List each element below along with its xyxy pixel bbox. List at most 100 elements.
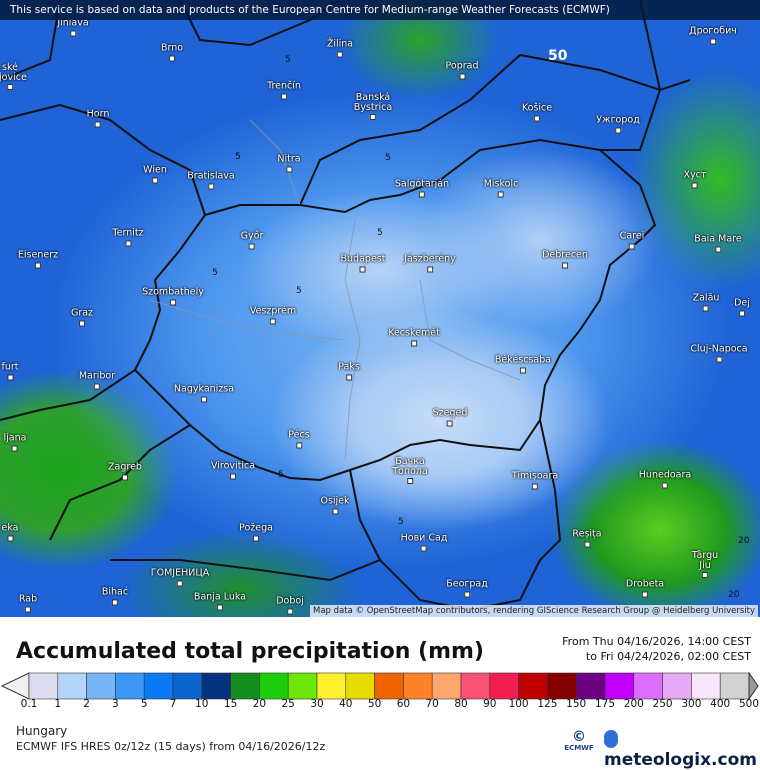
- city-label: Békéscsaba: [495, 355, 551, 374]
- city-label: eka: [1, 523, 18, 542]
- city-label: Banská Bystrica: [354, 93, 392, 120]
- ecmwf-notice-banner: This service is based on data and produc…: [0, 0, 760, 20]
- city-label: Београд: [446, 579, 488, 598]
- legend-swatch: [575, 672, 606, 700]
- legend-swatch: [345, 672, 375, 700]
- ecmwf-logo-text: ECMWF: [564, 744, 594, 752]
- city-label: Nagykanizsa: [174, 384, 234, 403]
- city-label: Târgu Jiu: [692, 551, 718, 578]
- city-label: Timișoara: [512, 471, 558, 490]
- meteologix-logo[interactable]: meteologix.com: [604, 730, 760, 770]
- city-label: Osijek: [320, 496, 349, 515]
- period-from: From Thu 04/16/2026, 14:00 CEST: [562, 635, 751, 648]
- city-label: Horn: [87, 109, 110, 128]
- period-to: to Fri 04/24/2026, 02:00 CEST: [585, 650, 751, 663]
- legend-tick-label: 7: [169, 698, 177, 710]
- color-scale-legend: [0, 671, 759, 701]
- city-label: Zagreb: [108, 462, 142, 481]
- city-label: Košice: [522, 103, 552, 122]
- city-label: Rab: [19, 594, 37, 613]
- legend-tick-label: 3: [112, 698, 119, 710]
- legend-under-arrow: [0, 672, 30, 700]
- legend-tick-label: 40: [339, 698, 353, 710]
- legend-swatch: [316, 672, 347, 700]
- legend-tick-label: 25: [281, 698, 295, 710]
- city-label: Žilina: [327, 39, 353, 58]
- city-label: Jászberény: [404, 254, 456, 273]
- city-label: Cluj-Napoca: [690, 344, 747, 363]
- city-label: Szeged: [433, 408, 468, 427]
- city-label: Maribor: [79, 371, 115, 390]
- legend-swatch: [460, 672, 491, 700]
- country-border: [299, 53, 691, 206]
- city-label: Ужгород: [596, 115, 640, 134]
- legend-swatch: [719, 672, 750, 700]
- legend-tick-label: 400: [710, 698, 731, 710]
- city-label: Zalău: [693, 293, 720, 312]
- legend-tick-label: 150: [566, 698, 587, 710]
- contour-label: 50: [548, 48, 568, 64]
- city-label: Banja Luka: [194, 592, 246, 611]
- legend-tick-label: 70: [425, 698, 439, 710]
- city-label: Paks: [338, 362, 360, 381]
- city-label: ljana: [4, 433, 27, 452]
- country-border: [49, 424, 191, 541]
- city-label: Бачка Топола: [392, 457, 428, 484]
- ecmwf-logo: © ECMWF: [564, 729, 594, 752]
- model-run-label: ECMWF IFS HRES 0z/12z (15 days) from 04/…: [16, 740, 326, 753]
- city-label: Poprad: [446, 61, 479, 80]
- city-label: Хуст: [684, 170, 707, 189]
- contour-label: 5: [285, 55, 291, 65]
- city-label: Wien: [143, 165, 167, 184]
- contour-label: 5: [296, 286, 302, 296]
- legend-swatch: [431, 672, 462, 700]
- contour-label: 20: [728, 590, 740, 600]
- legend-swatch: [374, 672, 404, 700]
- city-label: Drobeta: [626, 579, 664, 598]
- city-label: Kecskemét: [388, 328, 440, 347]
- legend-swatch: [86, 672, 116, 700]
- legend-swatch: [662, 672, 692, 700]
- city-label: Eisenerz: [18, 250, 58, 269]
- legend-tick-label: 90: [483, 698, 497, 710]
- contour-label: 5: [398, 517, 404, 527]
- legend-tick-label: 80: [454, 698, 468, 710]
- meteologix-icon: [604, 730, 618, 748]
- city-label: Carei: [620, 231, 645, 250]
- contour-label: 20: [738, 536, 750, 546]
- legend-tick-label: 50: [367, 698, 382, 710]
- city-label: Miskolc: [484, 179, 519, 198]
- legend-swatch: [143, 672, 174, 700]
- legend-swatch: [287, 672, 318, 700]
- legend-tick-label: 250: [652, 698, 673, 710]
- contour-label: 5: [377, 228, 383, 238]
- city-label: Graz: [71, 308, 93, 327]
- country-border: [600, 0, 662, 151]
- legend-over-arrow: [748, 671, 759, 701]
- city-label: Veszprém: [250, 306, 296, 325]
- map-attribution[interactable]: Map data © OpenStreetMap contributors, r…: [310, 605, 758, 617]
- city-label: Reșița: [572, 529, 601, 548]
- legend-tick-label: 200: [623, 698, 644, 710]
- city-label: Hunedoara: [639, 470, 691, 489]
- legend-swatch: [201, 672, 231, 700]
- legend-swatch: [633, 672, 663, 700]
- legend-swatch: [547, 672, 577, 700]
- legend-swatch: [489, 672, 519, 700]
- legend-tick-label: 500: [738, 698, 760, 710]
- city-label: Bratislava: [187, 171, 234, 190]
- legend-swatch: [604, 672, 635, 700]
- city-label: Budapest: [341, 254, 386, 273]
- legend-tick-label: 125: [537, 698, 558, 710]
- city-label: Brno: [161, 43, 183, 62]
- city-label: Ternitz: [112, 228, 143, 247]
- precipitation-map[interactable]: 5 5 5 5 5 5 5 5 50 20 20 Jihlava Brno Žilina Poprad Др…: [0, 0, 760, 617]
- region-label: Hungary: [16, 724, 68, 738]
- city-label: ГОМЈЕНИЦА: [151, 568, 209, 587]
- city-label: Baia Mare: [694, 234, 741, 253]
- legend-tick-label: 2: [83, 698, 90, 710]
- legend-tick-label: 30: [310, 698, 324, 710]
- city-label: Salgótarján: [395, 179, 449, 198]
- city-label: Virovitica: [211, 461, 255, 480]
- chart-title: Accumulated total precipitation (mm): [16, 639, 484, 664]
